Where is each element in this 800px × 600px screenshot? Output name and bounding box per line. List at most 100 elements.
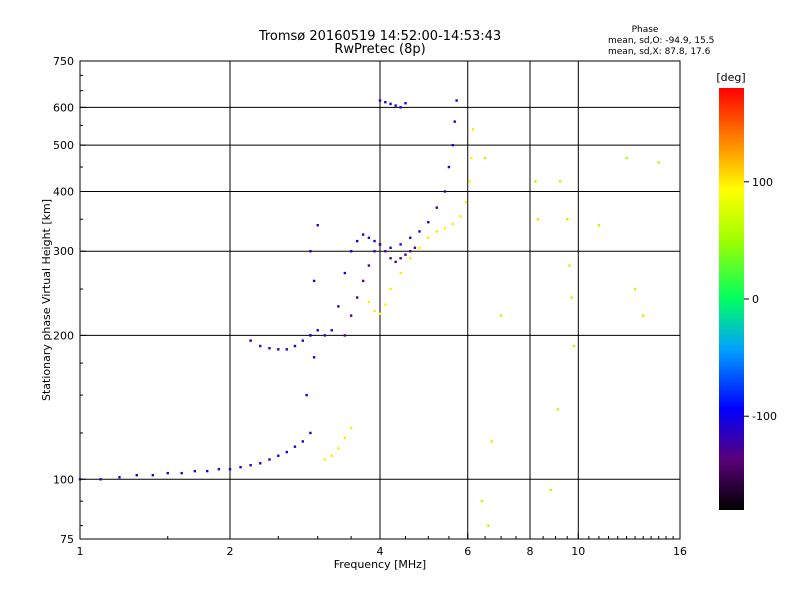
colorbar-tick-label: 100 (752, 176, 773, 189)
data-point (378, 312, 382, 315)
data-point (565, 218, 569, 221)
data-point (451, 143, 455, 147)
data-point (549, 488, 552, 492)
data-point (309, 250, 312, 253)
stats-line-x: mean, sd,X: 87.8, 17.6 (608, 47, 711, 57)
data-point (259, 344, 262, 348)
colorbar-label: [deg] (716, 71, 745, 84)
data-point (316, 329, 319, 332)
data-point (293, 445, 297, 448)
data-point (312, 356, 316, 359)
data-point (349, 250, 353, 253)
data-point (464, 200, 468, 204)
data-point (277, 348, 280, 351)
y-tick-label: 75 (60, 533, 74, 546)
data-point (259, 462, 262, 465)
data-point (323, 458, 327, 461)
data-point (443, 227, 447, 230)
data-point (418, 246, 421, 249)
data-point (394, 260, 397, 264)
data-point (277, 454, 280, 457)
data-point (285, 450, 288, 454)
data-point (443, 190, 447, 193)
data-point (180, 471, 183, 475)
data-point (418, 230, 421, 233)
stats-line-o: mean, sd,O: -94.9, 15.5 (608, 36, 714, 46)
data-point (151, 473, 155, 477)
data-point (361, 233, 365, 236)
data-point (239, 465, 242, 469)
chart-title: Tromsø 20160519 14:52:00-14:53:43 (258, 29, 501, 44)
x-axis-label: Frequency [MHz] (334, 558, 426, 571)
x-tick-label: 1 (77, 545, 84, 558)
data-point (399, 271, 402, 275)
data-point (642, 314, 645, 317)
data-point (570, 296, 573, 299)
data-point (373, 250, 376, 253)
data-point (349, 426, 353, 430)
data-point (166, 471, 169, 475)
data-point (568, 264, 571, 267)
y-tick-label: 600 (53, 101, 74, 114)
data-point (384, 100, 387, 104)
data-point (399, 106, 402, 109)
data-point (301, 440, 305, 443)
data-point (572, 344, 576, 348)
colorbar-ticks: 100 0 -100 (744, 176, 777, 423)
data-point (361, 279, 365, 283)
data-point (367, 264, 371, 267)
data-point (409, 257, 412, 260)
data-point (99, 478, 102, 481)
data-point (468, 180, 471, 183)
data-point (409, 236, 412, 240)
data-point (309, 431, 312, 435)
data-point (343, 334, 347, 337)
data-point (367, 236, 371, 240)
colorbar-tick-label: 0 (752, 293, 759, 306)
data-point (427, 221, 430, 224)
data-point (135, 473, 138, 477)
x-tick-label: 16 (673, 545, 687, 558)
data-point (389, 287, 392, 291)
data-point (435, 206, 438, 209)
y-tick-label: 500 (53, 139, 74, 152)
data-point (293, 344, 297, 348)
data-point (316, 224, 319, 227)
data-point (355, 239, 359, 243)
data-point (312, 279, 316, 283)
colorbar (719, 88, 744, 510)
data-point (447, 165, 451, 169)
y-tick-label: 750 (53, 55, 74, 68)
data-point (309, 334, 312, 337)
data-point (249, 339, 252, 342)
data-point (373, 239, 376, 243)
x-axis-ticks: 1 2 4 6 8 10 16 (77, 533, 687, 558)
data-point (399, 243, 402, 246)
data-point (355, 296, 359, 299)
data-point (228, 467, 232, 471)
y-tick-label: 300 (53, 245, 74, 258)
data-point (394, 104, 397, 107)
data-point (389, 102, 392, 106)
x-tick-label: 8 (527, 545, 534, 558)
data-point (471, 127, 475, 131)
x-tick-label: 6 (464, 545, 471, 558)
data-point (268, 347, 271, 350)
data-point (337, 305, 340, 308)
x-tick-label: 10 (571, 545, 585, 558)
data-point (193, 469, 197, 473)
data-point (625, 156, 628, 160)
data-point (633, 287, 637, 291)
data-point (427, 236, 430, 240)
y-tick-label: 100 (53, 473, 74, 486)
data-point (404, 102, 407, 105)
data-point (330, 454, 333, 457)
data-point (389, 257, 392, 260)
data-point (384, 250, 387, 253)
y-tick-label: 400 (53, 185, 74, 198)
y-axis-label: Stationary phase Virtual Height [km] (40, 199, 53, 401)
data-point (409, 250, 412, 253)
data-point (349, 314, 353, 317)
data-point (470, 156, 473, 160)
